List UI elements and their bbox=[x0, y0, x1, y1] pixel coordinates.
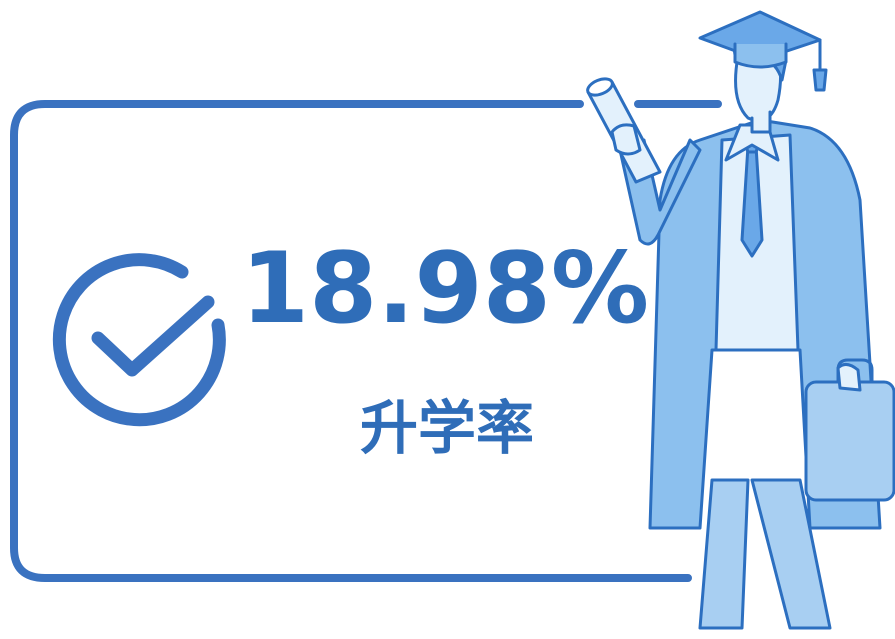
check-icon bbox=[59, 260, 219, 420]
stat-label: 升学率 bbox=[360, 394, 534, 462]
stat-value: 18.98% bbox=[241, 232, 649, 346]
stat-card: 18.98% 升学率 bbox=[0, 0, 895, 639]
